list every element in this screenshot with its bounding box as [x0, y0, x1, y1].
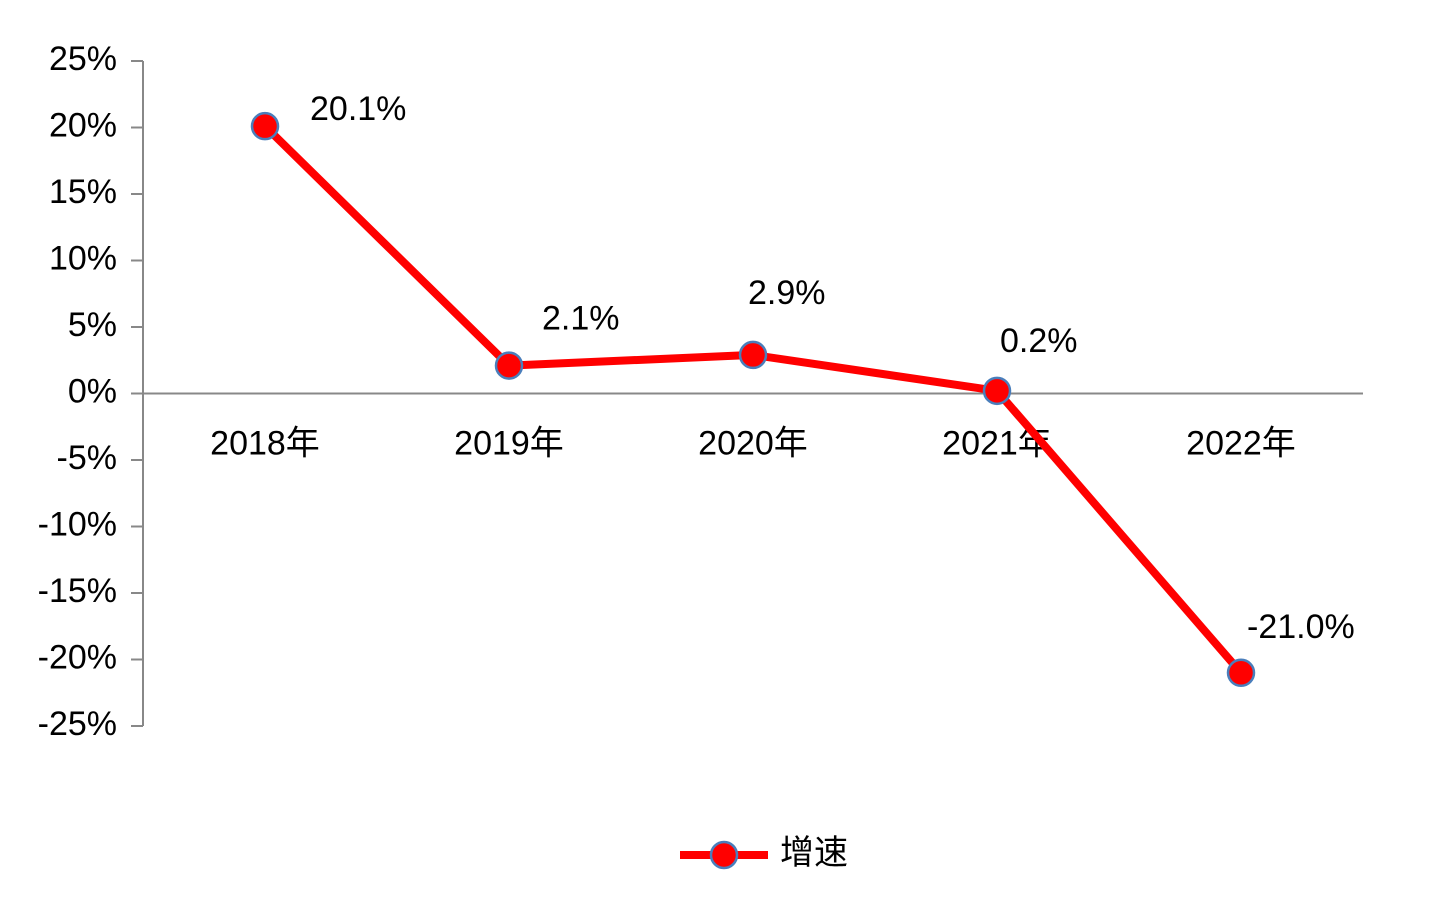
data-label: 2.9% [748, 274, 826, 312]
y-tick-label: 5% [68, 306, 117, 344]
y-tick-label: 10% [49, 239, 117, 277]
x-tick-label: 2022年 [1186, 424, 1296, 462]
legend-marker [709, 840, 739, 870]
y-tick-label: -15% [38, 572, 117, 610]
marker [250, 111, 280, 141]
marker [982, 376, 1012, 406]
data-label: 20.1% [310, 90, 406, 128]
legend-label: 增速 [780, 834, 848, 872]
y-tick-label: 0% [68, 372, 117, 410]
x-tick-label: 2019年 [454, 424, 564, 462]
marker [738, 340, 768, 370]
y-tick-label: -5% [57, 439, 117, 477]
y-tick-label: 15% [49, 173, 117, 211]
y-tick-label: 25% [49, 40, 117, 78]
marker [494, 351, 524, 380]
y-tick-label: 20% [49, 106, 117, 144]
x-tick-label: 2020年 [698, 424, 808, 462]
y-tick-label: -25% [38, 705, 117, 743]
marker [1226, 658, 1256, 688]
data-label: 0.2% [1000, 322, 1078, 360]
data-label: -21.0% [1247, 608, 1355, 646]
series-line [262, 123, 1245, 676]
data-label: 2.1% [542, 300, 620, 338]
y-tick-label: -20% [38, 638, 117, 676]
x-tick-label: 2018年 [210, 424, 320, 462]
y-tick-label: -10% [38, 505, 117, 543]
